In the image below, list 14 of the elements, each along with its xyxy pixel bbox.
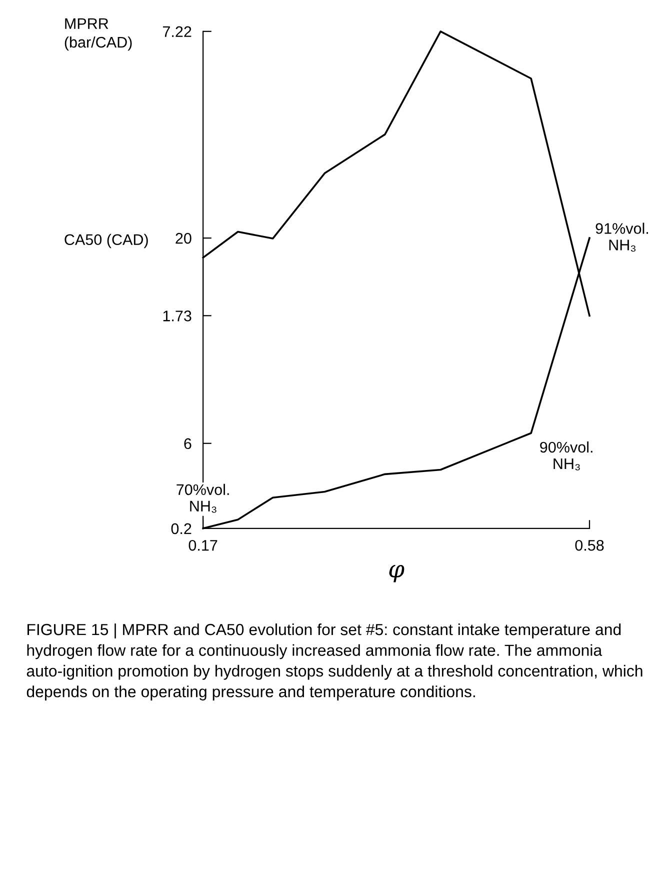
y-tick-label: 7.22 (162, 26, 192, 37)
y-tick-label: 0.2 (171, 523, 192, 534)
y-tick-label: 20 (176, 232, 192, 244)
y-tick-label: 1.73 (163, 310, 192, 322)
x-tick-label: 0.58 (575, 540, 604, 551)
x-axis-title: φ (389, 564, 404, 582)
annotation: 70%vol. NH₃ (176, 484, 229, 513)
y-axis-title: CA50 (CAD) (64, 234, 148, 248)
y-tick-label: 6 (184, 438, 192, 450)
y-axis-title: MPRR (bar/CAD) (64, 18, 132, 51)
caption: FIGURE 15 | MPRR and CA50 evolution for set #5: constant intake temperature and hydrogen flow rate for a continuously increased ammonia flow rate. The ammonia auto-ignition promotion by hydrogen stops suddenly at a threshold concentration, which depends on the operating pressure and temperature conditions. (26, 623, 642, 700)
x-tick-label: 0.17 (188, 540, 218, 551)
annotation: 91%vol. NH₃ (596, 222, 648, 252)
annotation: 90%vol. NH₃ (540, 441, 592, 470)
